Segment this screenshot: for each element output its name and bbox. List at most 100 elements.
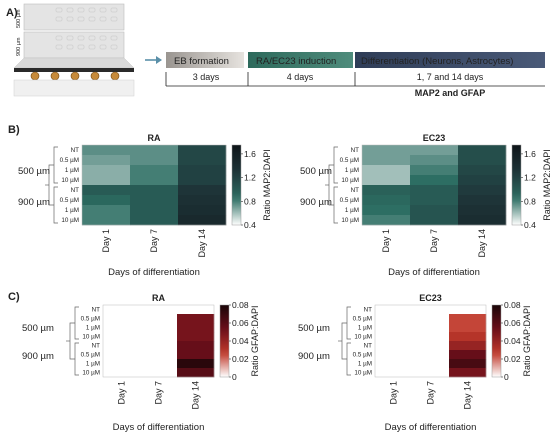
column-label: Day 14 [463, 381, 473, 410]
heatmap-title: RA [148, 133, 161, 143]
heatmap-cell [178, 215, 227, 226]
row-label: 1 µM [345, 207, 359, 214]
heatmap-cell [103, 341, 141, 351]
colorbar-tick-label: 0.8 [524, 196, 536, 206]
row-group-label: 900 µm [18, 197, 50, 208]
chip-label-900: 900 µm [16, 37, 22, 56]
row-group-bracket [338, 306, 351, 376]
heatmap-cell [177, 314, 215, 324]
heatmap-cell [82, 175, 131, 186]
heatmap-cell [458, 165, 507, 176]
colorbar-tick-label: 0.4 [524, 220, 536, 230]
row-label: 10 µM [354, 369, 372, 376]
heatmap-cell [412, 341, 450, 351]
heatmap-cell [103, 332, 141, 342]
arrow-right-icon [145, 56, 162, 64]
row-group-label: 900 µm [22, 351, 54, 362]
heatmap-cell [362, 215, 411, 226]
heatmap-cell [410, 165, 459, 176]
heatmap-cell [410, 215, 459, 226]
heatmap-cell [82, 215, 131, 226]
heatmap-cell [375, 341, 413, 351]
row-label: 0.5 µM [353, 351, 372, 358]
heatmap-cell [362, 155, 411, 166]
row-label: 10 µM [61, 177, 79, 184]
heatmap-cell [177, 323, 215, 333]
row-label: 1 µM [65, 207, 79, 214]
heatmap-cell [362, 185, 411, 196]
x-axis-label: Days of differentiation [113, 422, 205, 432]
colorbar-label: Ratio GFAP:DAPI [250, 305, 260, 376]
heatmap-cell [458, 195, 507, 206]
heatmap-cell [103, 323, 141, 333]
heatmap-cell [82, 195, 131, 206]
colorbar-tick-label: 1.2 [244, 173, 256, 183]
colorbar-tick-label: 0 [504, 372, 509, 382]
timeline-axis [165, 72, 545, 87]
heatmap-cell [177, 368, 215, 378]
stage-ra-duration: 4 days [287, 72, 314, 82]
heatmap-4: EC23 NT 0.5 µM 1 µM 10 µM NT 0.5 µM 1 µM 10 µM 50… [298, 293, 532, 432]
heatmap-cell [177, 359, 215, 369]
colorbar-tick-label: 0.4 [244, 220, 256, 230]
heatmap-cell [410, 195, 459, 206]
heatmap-cell [410, 175, 459, 186]
heatmap-title: RA [152, 293, 165, 303]
heatmap-cell [178, 195, 227, 206]
heatmap-cell [375, 350, 413, 360]
heatmap-cell [130, 195, 179, 206]
colorbar-tick-label: 1.2 [524, 173, 536, 183]
row-group-bracket [66, 306, 79, 376]
heatmap-cell [82, 155, 131, 166]
heatmap-cell [410, 145, 459, 156]
heatmap-cell [375, 359, 413, 369]
heatmap-cell [362, 195, 411, 206]
row-label: NT [71, 147, 80, 154]
row-group-label: 500 µm [22, 323, 54, 334]
heatmap-cell [130, 215, 179, 226]
heatmap-cell [82, 205, 131, 216]
row-label: 10 µM [82, 369, 100, 376]
heatmap-cell [103, 305, 141, 315]
heatmap-cell [449, 332, 487, 342]
heatmap-cell [410, 205, 459, 216]
heatmap-cell [375, 323, 413, 333]
heatmap-2: EC23 NT 0.5 µM 1 µM 10 µM NT 0.5 µM 1 µM 10 µM 50… [300, 133, 550, 278]
x-axis-label: Days of differentiation [385, 422, 477, 432]
stage-ra-box [248, 52, 353, 68]
column-label: Day 1 [389, 381, 399, 405]
heatmap-cell [82, 185, 131, 196]
row-label: 10 µM [61, 217, 79, 224]
row-label: 10 µM [341, 217, 359, 224]
heatmap-cell [362, 145, 411, 156]
heatmap-cell [177, 332, 215, 342]
row-label: NT [351, 187, 360, 194]
heatmap-cell [449, 368, 487, 378]
stage-eb-box [166, 52, 244, 68]
heatmap-cell [178, 155, 227, 166]
heatmap-cell [140, 368, 178, 378]
heatmap-cell [458, 215, 507, 226]
colorbar-tick-label: 0.06 [504, 318, 521, 328]
row-label: 0.5 µM [340, 197, 359, 204]
row-label: 1 µM [65, 167, 79, 174]
column-label: Day 1 [117, 381, 127, 405]
heatmap-title: EC23 [419, 293, 442, 303]
row-group-label: 900 µm [298, 351, 330, 362]
row-group-label: 500 µm [298, 323, 330, 334]
row-label: NT [351, 147, 360, 154]
colorbar-label: Ratio MAP2:DAPI [262, 149, 272, 221]
heatmap-cell [130, 145, 179, 156]
row-group-bracket [45, 146, 58, 224]
heatmap-cell [178, 175, 227, 186]
row-label: NT [92, 306, 101, 313]
colorbar-label: Ratio GFAP:DAPI [522, 305, 532, 376]
colorbar-tick-label: 0.04 [504, 336, 521, 346]
column-label: Day 7 [149, 229, 159, 253]
row-label: 10 µM [341, 177, 359, 184]
heatmap-cell [458, 145, 507, 156]
heatmap-cell [130, 175, 179, 186]
heatmap-cell [449, 341, 487, 351]
heatmap-cell [449, 350, 487, 360]
